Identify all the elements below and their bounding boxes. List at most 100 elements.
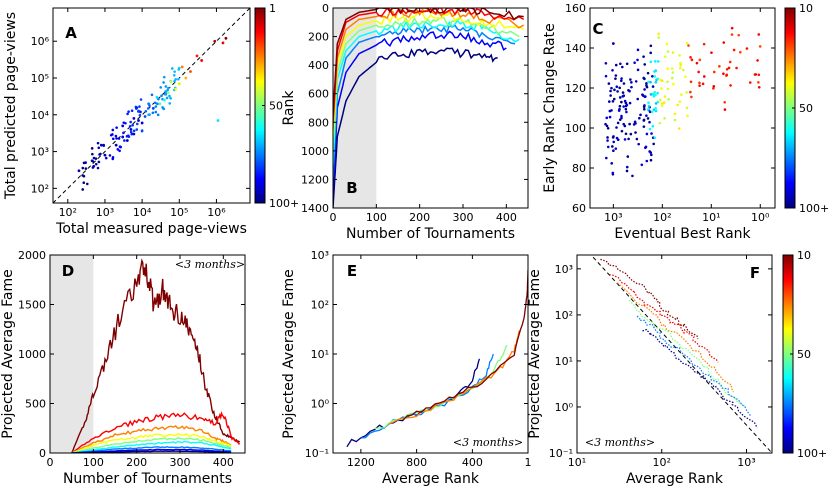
plot-area bbox=[346, 269, 528, 448]
data-point bbox=[159, 86, 163, 89]
colorbar-label: 10 bbox=[799, 2, 813, 15]
data-point bbox=[172, 74, 176, 77]
data-point bbox=[619, 62, 622, 66]
y-tick-label: 160 bbox=[565, 2, 586, 15]
y-tick-label: 10⁰ bbox=[311, 398, 330, 411]
data-point bbox=[665, 42, 669, 46]
x-tick-label: 10⁴ bbox=[133, 206, 152, 219]
colorbar-label: 100+ bbox=[269, 197, 299, 210]
data-point bbox=[169, 80, 173, 83]
fame-trajectory-line bbox=[71, 450, 232, 453]
data-point bbox=[614, 77, 617, 80]
data-point bbox=[702, 75, 706, 78]
colorbar-label: 50 bbox=[797, 348, 811, 361]
data-point bbox=[611, 136, 615, 139]
data-point bbox=[646, 117, 650, 120]
data-point bbox=[609, 94, 612, 97]
data-point bbox=[611, 145, 614, 148]
panel-D: 0 100 200 300 400 0 500 1000 1500 2000 Number of T… bbox=[0, 249, 246, 487]
x-axis-label: Number of Tournaments bbox=[63, 471, 232, 487]
data-point bbox=[102, 143, 105, 147]
data-point bbox=[622, 82, 626, 85]
x-tick-label: 0 bbox=[47, 456, 54, 469]
data-point bbox=[166, 91, 170, 95]
data-point bbox=[111, 156, 115, 159]
data-point bbox=[92, 156, 96, 160]
y-tick-label: 10² bbox=[555, 309, 573, 322]
data-point bbox=[653, 75, 657, 78]
fame-vs-rank-line bbox=[360, 353, 494, 439]
data-point bbox=[698, 58, 702, 62]
rank-trajectory-line bbox=[333, 30, 507, 194]
data-point bbox=[636, 97, 640, 101]
data-point bbox=[653, 91, 656, 94]
x-tick-label: 10² bbox=[653, 456, 671, 469]
colorbar: 10 50 100+ bbox=[784, 2, 829, 215]
data-point bbox=[623, 99, 627, 103]
plot-area bbox=[590, 255, 772, 453]
x-tick-label: 10³ bbox=[737, 456, 755, 469]
data-point bbox=[653, 70, 656, 73]
colorbar-label: 50 bbox=[269, 100, 283, 113]
panel-label: B bbox=[346, 179, 357, 197]
data-point bbox=[730, 33, 734, 36]
fame-vs-rank-line bbox=[642, 328, 758, 429]
y-tick-label: 10³ bbox=[31, 146, 49, 159]
data-point bbox=[630, 81, 633, 84]
data-point bbox=[611, 42, 615, 45]
data-point bbox=[608, 115, 612, 119]
data-point bbox=[140, 129, 144, 133]
data-point bbox=[745, 47, 749, 50]
data-point bbox=[99, 152, 102, 156]
data-point bbox=[645, 159, 649, 163]
data-point bbox=[620, 114, 623, 118]
x-tick-label: 10⁰ bbox=[751, 211, 770, 224]
y-tick-label: 100 bbox=[565, 122, 586, 135]
data-point bbox=[94, 162, 98, 166]
data-point bbox=[84, 167, 88, 170]
data-point bbox=[610, 162, 614, 165]
time-window-annotation: <3 months> bbox=[175, 258, 245, 271]
data-point bbox=[643, 104, 646, 107]
data-point bbox=[85, 182, 89, 186]
data-point bbox=[653, 136, 657, 139]
data-point bbox=[649, 51, 653, 55]
data-point bbox=[123, 139, 126, 142]
x-tick-label: 200 bbox=[409, 211, 430, 224]
data-point bbox=[732, 48, 736, 52]
data-point bbox=[654, 106, 658, 110]
data-point bbox=[679, 61, 682, 65]
y-tick-label: 1500 bbox=[18, 299, 46, 312]
data-point bbox=[613, 88, 616, 92]
data-point bbox=[611, 171, 615, 175]
data-point bbox=[758, 45, 762, 48]
data-point bbox=[676, 103, 679, 107]
data-point bbox=[615, 126, 618, 129]
data-point bbox=[605, 124, 609, 128]
fame-vs-rank-line bbox=[346, 358, 481, 448]
data-point bbox=[757, 81, 760, 84]
data-point bbox=[625, 169, 629, 173]
panel-label: C bbox=[592, 20, 603, 38]
data-point bbox=[153, 101, 157, 105]
data-point bbox=[614, 147, 618, 150]
data-point bbox=[624, 132, 628, 136]
rank-trajectory-line bbox=[333, 8, 525, 123]
y-tick-label: 10⁶ bbox=[31, 35, 50, 48]
data-point bbox=[646, 71, 650, 75]
data-point bbox=[723, 108, 727, 111]
fame-trajectory-line bbox=[71, 440, 232, 453]
data-point bbox=[722, 41, 726, 44]
data-point bbox=[645, 132, 649, 136]
data-point bbox=[618, 86, 621, 90]
data-point bbox=[618, 118, 622, 121]
fame-vs-rank-line bbox=[609, 274, 719, 363]
data-point bbox=[654, 109, 658, 113]
data-point bbox=[144, 109, 148, 113]
data-point bbox=[737, 33, 741, 37]
data-point bbox=[82, 181, 86, 184]
plot-area bbox=[53, 8, 250, 203]
data-point bbox=[629, 132, 633, 136]
data-point bbox=[725, 73, 729, 77]
data-point bbox=[606, 136, 609, 139]
